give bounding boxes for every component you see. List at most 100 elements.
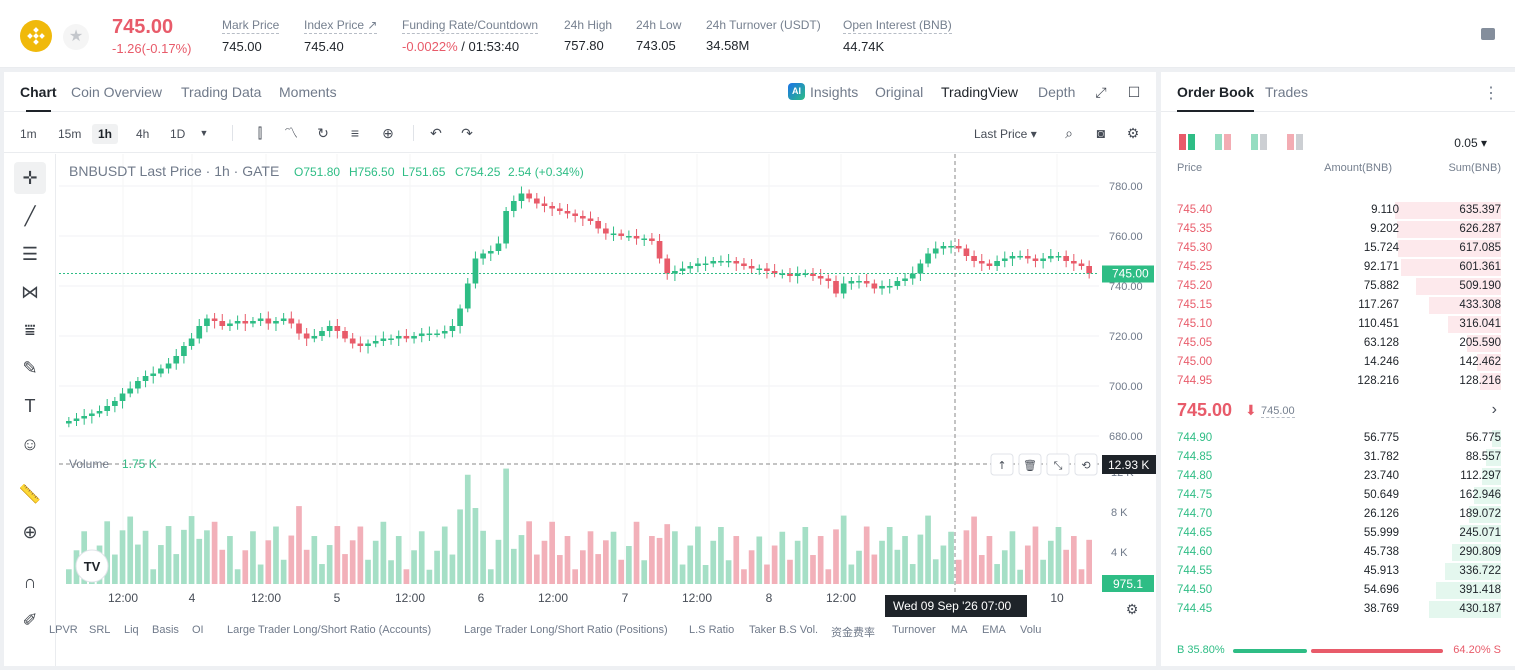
last-price-select[interactable]: Last Price ▾ xyxy=(974,127,1037,141)
ask-row[interactable]: 745.00 14.246 142.462 xyxy=(1161,353,1515,372)
pattern-icon[interactable]: ⋈ xyxy=(21,282,39,302)
indicator-tab[interactable]: Taker B.S Vol. xyxy=(749,624,819,636)
magnet-icon[interactable]: ∩ xyxy=(23,572,37,592)
view-insights[interactable]: Insights xyxy=(810,84,859,100)
time-axis-settings-icon[interactable]: ⚙ xyxy=(1126,602,1139,618)
indicator-tab[interactable]: Turnover xyxy=(892,624,936,636)
order-price: 744.65 xyxy=(1177,527,1213,539)
lock-drawing-icon[interactable]: ✐ xyxy=(22,610,38,630)
undo-icon[interactable]: ↶ xyxy=(430,125,442,141)
tab-order-book[interactable]: Order Book xyxy=(1177,84,1255,112)
timeframe-1m[interactable]: 1m xyxy=(20,127,37,141)
order-sum: 601.361 xyxy=(1459,261,1501,273)
trendline-icon[interactable]: ╱ xyxy=(24,206,36,226)
asks-view-icon[interactable] xyxy=(1287,134,1303,150)
move-up-icon[interactable] xyxy=(990,453,1014,476)
indicator-tab[interactable]: EMA xyxy=(982,624,1006,636)
indicator-tab[interactable]: SRL xyxy=(89,624,111,636)
redo-icon[interactable]: ↷ xyxy=(461,125,473,141)
collapse-icon[interactable] xyxy=(1046,453,1070,476)
expand-icon[interactable]: ⤢ xyxy=(1095,84,1107,100)
book-icon[interactable] xyxy=(1481,28,1495,40)
indicator-tab[interactable]: Large Trader Long/Short Ratio (Positions… xyxy=(464,624,668,636)
indicator-tab[interactable]: LPVR xyxy=(49,624,78,636)
bid-row[interactable]: 744.80 23.740 112.297 xyxy=(1161,467,1515,486)
text-icon[interactable]: T xyxy=(24,396,36,416)
more-icon[interactable]: ⋮ xyxy=(1483,85,1499,102)
volume-bar xyxy=(533,554,540,584)
indicator-tab[interactable]: Liq xyxy=(124,624,139,636)
split-view-icon[interactable] xyxy=(1215,134,1231,150)
candle-type-icon[interactable]: ⫿ xyxy=(257,125,263,141)
chevron-down-icon[interactable]: ▼ xyxy=(199,128,209,138)
timeframe-15m[interactable]: 15m xyxy=(58,127,82,141)
tab-moments[interactable]: Moments xyxy=(279,84,337,100)
indicator-tab[interactable]: Large Trader Long/Short Ratio (Accounts) xyxy=(227,624,432,636)
view-tradingview[interactable]: TradingView xyxy=(941,84,1019,100)
indicator-tab[interactable]: L.S Ratio xyxy=(689,624,735,636)
bid-row[interactable]: 744.85 31.782 88.557 xyxy=(1161,448,1515,467)
volume-bar xyxy=(1017,569,1023,584)
bid-row[interactable]: 744.90 56.775 56.775 xyxy=(1161,429,1515,448)
tab-trades[interactable]: Trades xyxy=(1265,84,1309,100)
camera-icon[interactable]: ◙ xyxy=(1096,125,1106,141)
view-depth[interactable]: Depth xyxy=(1038,84,1076,100)
horizontal-lines-icon[interactable]: ☰ xyxy=(21,244,39,264)
candle-body xyxy=(1086,266,1092,274)
tab-chart[interactable]: Chart xyxy=(20,84,57,112)
ask-row[interactable]: 745.30 15.724 617.085 xyxy=(1161,239,1515,258)
indicator-tab[interactable]: OI xyxy=(192,624,204,636)
templates-icon[interactable]: ≡ xyxy=(350,125,360,141)
indicator-tab[interactable]: Volu xyxy=(1020,624,1042,636)
ask-row[interactable]: 745.20 75.882 509.190 xyxy=(1161,277,1515,296)
view-original[interactable]: Original xyxy=(875,84,924,100)
ruler-icon[interactable]: 📏 xyxy=(18,484,42,504)
crosshair-icon[interactable]: ✛ xyxy=(14,162,46,194)
zoom-in-icon[interactable]: ⊕ xyxy=(22,522,38,542)
bid-row[interactable]: 744.75 50.649 162.946 xyxy=(1161,486,1515,505)
ask-row[interactable]: 745.40 9.110 635.397 xyxy=(1161,201,1515,220)
depth-bar xyxy=(1395,202,1501,219)
bids-view-icon[interactable] xyxy=(1251,134,1267,150)
indicators-icon[interactable]: 〽 xyxy=(284,125,298,141)
ask-row[interactable]: 745.35 9.202 626.287 xyxy=(1161,220,1515,239)
search-icon[interactable]: ⌕ xyxy=(1065,125,1073,141)
timeframe-1d[interactable]: 1D xyxy=(170,127,186,141)
ask-row[interactable]: 745.15 117.267 433.308 xyxy=(1161,296,1515,315)
precision-select[interactable]: 0.05 ▾ xyxy=(1454,136,1487,150)
indicator-tab[interactable]: Basis xyxy=(152,624,179,636)
bid-row[interactable]: 744.55 45.913 336.722 xyxy=(1161,562,1515,581)
tab-coin-overview[interactable]: Coin Overview xyxy=(71,84,163,100)
bid-row[interactable]: 744.60 45.738 290.809 xyxy=(1161,543,1515,562)
stat-index-price[interactable]: Index Price ↗ 745.40 xyxy=(304,18,378,54)
timeframe-4h[interactable]: 4h xyxy=(136,127,150,141)
gear-icon[interactable]: ⚙ xyxy=(1126,125,1140,141)
ask-row[interactable]: 745.10 110.451 316.041 xyxy=(1161,315,1515,334)
bid-row[interactable]: 744.65 55.999 245.071 xyxy=(1161,524,1515,543)
reset-icon[interactable] xyxy=(1074,453,1098,476)
bid-row[interactable]: 744.45 38.769 430.187 xyxy=(1161,600,1515,619)
ask-row[interactable]: 745.25 92.171 601.361 xyxy=(1161,258,1515,277)
timeframe-1h[interactable]: 1h xyxy=(92,124,119,144)
emoji-icon[interactable]: ☺ xyxy=(20,434,40,454)
fullscreen-icon[interactable]: ☐ xyxy=(1127,84,1141,100)
candlestick-chart[interactable]: 780.00 760.00 740.00 720.00 700.00 680.00 12:0… xyxy=(59,154,1156,624)
fib-icon[interactable]: ⩸ xyxy=(24,320,36,340)
add-indicator-icon[interactable]: ⊕ xyxy=(382,125,394,141)
indicator-tab[interactable]: 资金费率 xyxy=(831,627,875,639)
replay-icon[interactable]: ↻ xyxy=(317,125,329,141)
chevron-right-icon[interactable]: › xyxy=(1491,401,1497,418)
candle-body xyxy=(380,338,387,341)
order-sum: 316.041 xyxy=(1459,318,1501,330)
favorite-star-icon[interactable]: ★ xyxy=(63,24,89,50)
volume-bar xyxy=(411,550,417,584)
brush-icon[interactable]: ✎ xyxy=(22,358,38,378)
tab-trading-data[interactable]: Trading Data xyxy=(181,84,262,100)
ask-row[interactable]: 745.05 63.128 205.590 xyxy=(1161,334,1515,353)
both-sides-view-icon[interactable] xyxy=(1179,134,1195,150)
bid-row[interactable]: 744.70 26.126 189.072 xyxy=(1161,505,1515,524)
delete-icon[interactable] xyxy=(1018,453,1042,476)
bid-row[interactable]: 744.50 54.696 391.418 xyxy=(1161,581,1515,600)
ask-row[interactable]: 744.95 128.216 128.216 xyxy=(1161,372,1515,391)
indicator-tab[interactable]: MA xyxy=(951,624,968,636)
